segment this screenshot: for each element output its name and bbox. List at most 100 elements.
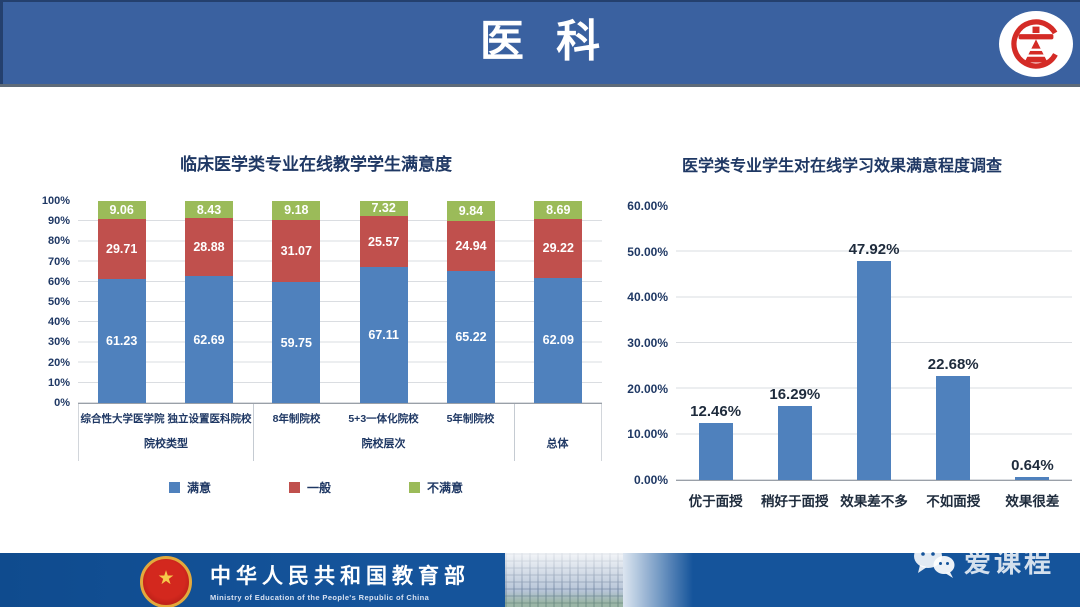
stacked-bar-column: 62.09 29.22 8.69 <box>515 201 602 403</box>
bar-segment: 67.11 <box>359 267 408 403</box>
y-tick-label: 90% <box>47 215 70 228</box>
category-label: 综合性大学医学院 <box>80 413 165 425</box>
stacked-bar-column: 65.22 24.94 9.84 <box>427 201 514 403</box>
category-label: 独立设置医科院校 <box>167 413 252 425</box>
bar-segment-label: 62.69 <box>193 332 225 347</box>
left-chart-x-axis: 综合性大学医学院 独立设置医科院校 8年制院校 5+3一体化院校 5年制院校 院校类型院… <box>78 404 602 461</box>
y-tick-label: 30% <box>47 336 70 349</box>
y-tick-label: 60.00% <box>627 199 668 213</box>
bar-column: 12.46% <box>676 206 755 480</box>
slide-title: 医 科 <box>479 17 611 66</box>
category-label: 优于面授 <box>688 494 743 509</box>
icourse-brand: 爱课程 <box>912 541 1054 580</box>
right-chart-category-row: 优于面授 稍好于面授 效果差不多 不如面授 效果很差 <box>676 481 1072 510</box>
bar-segment-label: 65.22 <box>455 330 487 345</box>
y-tick-label: 0.00% <box>633 473 668 487</box>
legend-swatch-icon <box>288 482 300 493</box>
y-tick-label: 0% <box>54 397 70 409</box>
footer-light-streak <box>623 553 693 607</box>
bar-segment: 61.23 <box>97 279 146 403</box>
bar-segment: 8.69 <box>534 201 583 219</box>
legend-swatch-icon <box>409 482 420 493</box>
left-chart-plot: 61.23 29.71 9.06 62.69 28.88 8.43 59.75 31.07 9.… <box>78 201 602 404</box>
category-group-label: 院校类型 <box>144 438 188 450</box>
y-tick-label: 70% <box>47 255 70 268</box>
bar-segment-label: 8.69 <box>546 202 571 217</box>
ministry-block: 中华人民共和国教育部 Ministry of Education of the … <box>210 560 470 602</box>
bar-segment-label: 31.07 <box>280 243 312 258</box>
bar-segment: 29.71 <box>97 219 146 280</box>
category-label: 5+3一体化院校 <box>348 413 419 425</box>
bar-segment-label: 7.32 <box>371 201 396 216</box>
ministry-name-en: Ministry of Education of the People's Re… <box>210 593 430 602</box>
bar-value-label: 12.46% <box>690 403 742 421</box>
bar <box>936 376 971 480</box>
legend-item: 满意 <box>168 479 211 496</box>
left-chart-category-row: 综合性大学医学院 独立设置医科院校 8年制院校 5+3一体化院校 5年制院校 <box>79 404 601 426</box>
group-divider-line <box>253 404 254 461</box>
bar-segment-label: 9.18 <box>284 203 309 218</box>
bar-segment-label: 67.11 <box>368 328 399 343</box>
bar-segment: 59.75 <box>272 282 321 403</box>
right-chart-body: 0.00% 10.00% 20.00% 30.00% 40.00% 50.00% 60.00… <box>612 199 1072 487</box>
category-label: 效果差不多 <box>840 494 908 509</box>
bar-segment-label: 24.94 <box>455 239 487 254</box>
legend-label: 不满意 <box>427 481 464 495</box>
y-tick-label: 40.00% <box>627 290 668 305</box>
category-label: 5年制院校 <box>446 413 495 425</box>
bar-segment-label: 8.43 <box>196 202 222 217</box>
left-chart-y-axis: 0% 10% 20% 30% 40% 50% 60% 70% 80% 90% 100% <box>30 195 78 409</box>
right-chart-plot: 12.46% 16.29% 47.92% 22.68% 0.64% <box>676 206 1072 481</box>
category-label: 效果很差 <box>1005 494 1060 509</box>
left-chart: 临床医学类专业在线教学学生满意度 0% 10% 20% 30% 40% 50% 60% 70%… <box>30 150 602 496</box>
legend-swatch-icon <box>168 482 180 493</box>
y-tick-label: 20.00% <box>627 381 668 396</box>
right-chart: 医学类专业学生对在线学习效果满意程度调查 0.00% 10.00% 20.00% 30… <box>612 152 1072 510</box>
y-tick-label: 20% <box>47 356 70 369</box>
legend-label: 满意 <box>186 481 211 495</box>
ministry-name-cn: 中华人民共和国教育部 <box>210 564 470 588</box>
stacked-bar-column: 62.69 28.88 8.43 <box>165 201 252 403</box>
bar <box>857 261 891 480</box>
y-tick-label: 80% <box>47 235 70 248</box>
bar-segment-label: 28.88 <box>193 240 225 255</box>
bar-segment-label: 59.75 <box>280 335 312 350</box>
bar-segment: 62.09 <box>534 277 583 403</box>
y-tick-label: 50% <box>47 296 70 308</box>
category-label: 不如面授 <box>926 494 981 509</box>
bar-segment-label: 29.71 <box>106 242 138 257</box>
category-label <box>514 404 601 426</box>
bar-segment: 9.84 <box>446 201 495 221</box>
bar-segment-label: 9.84 <box>458 203 484 218</box>
y-tick-label: 60% <box>47 275 70 288</box>
right-chart-y-axis: 0.00% 10.00% 20.00% 30.00% 40.00% 50.00% 60.00… <box>612 199 676 487</box>
bar-value-label: 47.92% <box>848 241 900 259</box>
bar-value-label: 22.68% <box>927 356 979 374</box>
wechat-bubbles-icon <box>914 543 955 578</box>
y-tick-label: 30.00% <box>627 336 668 350</box>
bar-segment: 9.18 <box>272 201 321 220</box>
stacked-bar-column: 67.11 25.57 7.32 <box>340 201 427 403</box>
footer-banner: ★ 中华人民共和国教育部 Ministry of Education of th… <box>0 553 1080 607</box>
press-emblem-icon <box>1011 19 1061 69</box>
top-banner: 医 科 <box>0 0 1080 87</box>
bar-segment-label: 25.57 <box>368 234 400 249</box>
bar-segment-label: 61.23 <box>106 334 138 349</box>
y-tick-label: 50.00% <box>627 244 668 259</box>
bar <box>698 423 733 480</box>
bar-column: 16.29% <box>755 206 834 480</box>
stacked-bar: 59.75 31.07 9.18 <box>272 201 321 403</box>
bar-segment: 31.07 <box>272 219 321 283</box>
y-tick-label: 100% <box>41 195 70 207</box>
stacked-bar-column: 61.23 29.71 9.06 <box>78 201 165 403</box>
category-group-label: 院校层次 <box>361 438 406 450</box>
bar-segment: 28.88 <box>184 218 233 277</box>
bar-value-label: 0.64% <box>1011 457 1054 475</box>
bar-segment: 65.22 <box>446 271 495 403</box>
national-emblem-icon: ★ <box>140 556 192 607</box>
ministry-building-photo <box>505 553 623 607</box>
left-chart-title: 临床医学类专业在线教学学生满意度 <box>180 155 452 174</box>
stacked-bar-column: 59.75 31.07 9.18 <box>253 201 340 403</box>
higher-education-press-logo-icon <box>999 11 1073 77</box>
stacked-bar: 62.09 29.22 8.69 <box>534 201 583 403</box>
